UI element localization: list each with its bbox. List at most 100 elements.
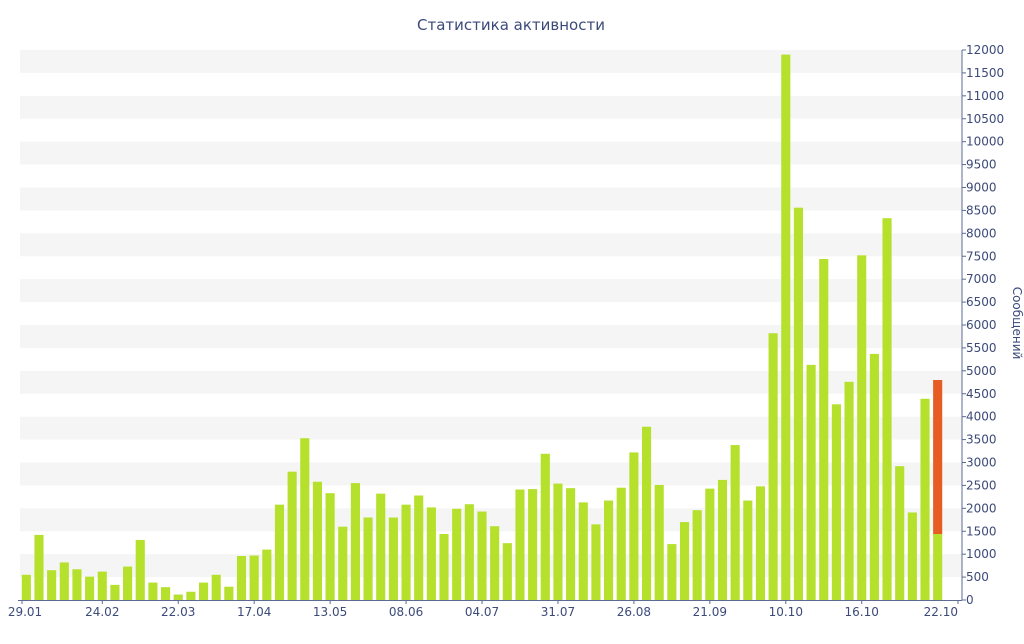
bar[interactable]: [768, 333, 778, 600]
bar[interactable]: [869, 353, 879, 600]
bar[interactable]: [376, 493, 386, 600]
bar[interactable]: [198, 582, 209, 600]
grid-band: [20, 325, 962, 348]
bar[interactable]: [679, 522, 690, 600]
bar[interactable]: [325, 493, 335, 600]
y-tick-label: 7500: [966, 249, 997, 263]
bar-highlight[interactable]: [933, 380, 943, 534]
bar[interactable]: [515, 489, 525, 600]
bar[interactable]: [452, 508, 462, 600]
bar[interactable]: [490, 526, 500, 600]
bar[interactable]: [882, 218, 892, 601]
bar[interactable]: [363, 517, 373, 601]
bar[interactable]: [148, 582, 158, 600]
y-tick-label: 1000: [966, 547, 997, 561]
bar[interactable]: [895, 466, 905, 600]
bar[interactable]: [477, 511, 487, 600]
bar[interactable]: [819, 259, 829, 600]
x-tick-label: 24.02: [85, 605, 119, 619]
bar[interactable]: [274, 504, 285, 600]
y-tick-label: 8500: [966, 203, 997, 217]
bar[interactable]: [667, 544, 677, 600]
bar[interactable]: [21, 574, 31, 600]
bar[interactable]: [844, 381, 854, 600]
bar[interactable]: [831, 404, 841, 600]
x-tick-label: 22.10: [924, 605, 958, 619]
y-tick-label: 3000: [966, 456, 997, 470]
bar[interactable]: [616, 487, 626, 600]
bar[interactable]: [224, 586, 234, 600]
x-tick-label: 22.03: [161, 605, 195, 619]
bar[interactable]: [59, 562, 69, 600]
grid-band: [20, 279, 962, 303]
bar[interactable]: [262, 549, 272, 600]
grid-band: [20, 50, 962, 73]
bar[interactable]: [793, 207, 803, 600]
y-tick-label: 6000: [966, 318, 997, 332]
bar[interactable]: [287, 471, 297, 600]
bar[interactable]: [755, 486, 766, 600]
bar[interactable]: [857, 255, 867, 601]
bar[interactable]: [692, 510, 702, 600]
bar[interactable]: [743, 500, 753, 600]
bar[interactable]: [414, 495, 424, 601]
x-tick-label: 31.07: [541, 605, 575, 619]
bar[interactable]: [236, 556, 247, 600]
bar[interactable]: [312, 481, 323, 600]
bar[interactable]: [338, 526, 348, 600]
bar[interactable]: [591, 524, 601, 600]
bar[interactable]: [705, 488, 715, 600]
bar[interactable]: [629, 452, 639, 600]
bar[interactable]: [97, 571, 107, 600]
y-tick-label: 11500: [966, 66, 1004, 80]
bar[interactable]: [502, 543, 512, 600]
bar[interactable]: [72, 569, 82, 600]
y-tick-label: 5000: [966, 364, 997, 378]
bar[interactable]: [300, 438, 310, 600]
bar[interactable]: [566, 488, 576, 600]
bar[interactable]: [654, 484, 664, 600]
bar[interactable]: [173, 594, 183, 601]
bar[interactable]: [464, 504, 474, 600]
bar[interactable]: [110, 584, 120, 600]
bar[interactable]: [34, 534, 44, 600]
bar[interactable]: [401, 504, 411, 600]
x-tick-label: 17.04: [237, 605, 271, 619]
bar[interactable]: [528, 489, 538, 600]
bar[interactable]: [717, 479, 728, 600]
bars: [21, 54, 943, 601]
grid-bands: [20, 50, 962, 578]
bar[interactable]: [439, 534, 449, 600]
y-tick-label: 2000: [966, 501, 997, 515]
bar[interactable]: [730, 445, 740, 600]
grid-band: [20, 187, 962, 211]
bar[interactable]: [806, 364, 816, 600]
bar[interactable]: [540, 453, 550, 600]
bar[interactable]: [907, 512, 917, 600]
grid-band: [20, 370, 962, 394]
bar[interactable]: [47, 570, 57, 600]
bar[interactable]: [211, 574, 221, 600]
bar[interactable]: [426, 507, 436, 600]
bar[interactable]: [641, 426, 652, 600]
bar[interactable]: [553, 483, 563, 600]
bar[interactable]: [85, 576, 95, 600]
bar[interactable]: [249, 555, 259, 600]
bar[interactable]: [123, 566, 133, 600]
y-axis-ticks: 0 500 1000 1500 2000 2500 3000 3500 4000 4500 5000…: [962, 43, 1004, 607]
grid-band: [20, 462, 962, 486]
bar[interactable]: [350, 483, 360, 600]
grid-band: [20, 95, 962, 119]
bar[interactable]: [781, 54, 791, 601]
bar[interactable]: [135, 539, 145, 600]
y-tick-label: 12000: [966, 43, 1004, 57]
bar[interactable]: [920, 398, 930, 600]
bar[interactable]: [578, 502, 588, 600]
bar[interactable]: [186, 591, 196, 600]
bar[interactable]: [933, 534, 943, 600]
bar[interactable]: [161, 587, 171, 600]
y-tick-label: 5500: [966, 341, 997, 355]
bar[interactable]: [388, 517, 398, 601]
bar[interactable]: [604, 500, 614, 600]
x-tick-label: 13.05: [313, 605, 347, 619]
